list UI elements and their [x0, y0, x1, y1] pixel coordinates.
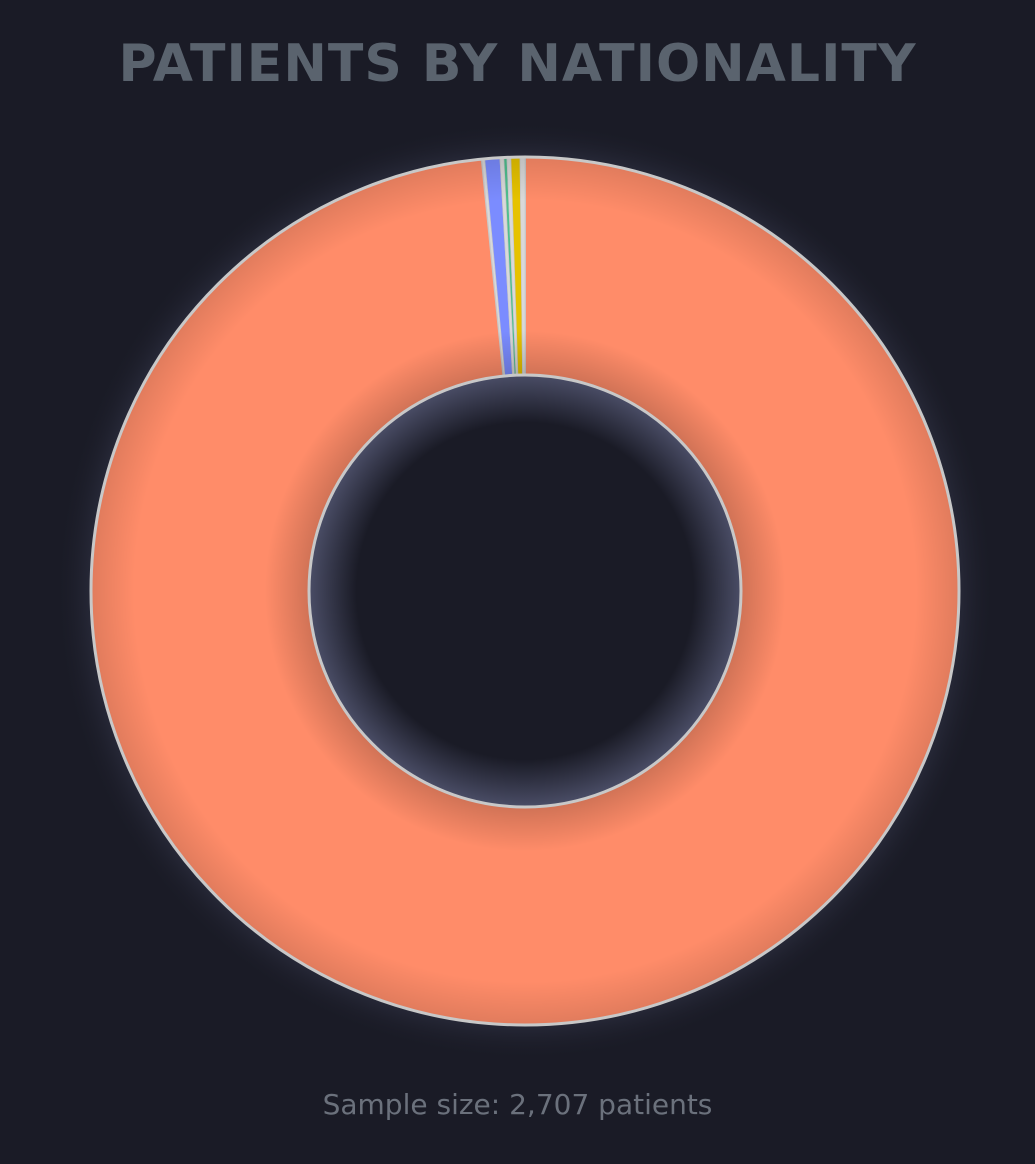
sample-size-note: Sample size: 2,707 patients	[322, 1088, 713, 1121]
donut-hole	[307, 373, 743, 809]
chart-title: PATIENTS BY NATIONALITY	[118, 34, 917, 94]
donut-outer-border	[89, 155, 961, 1027]
ring-shading	[91, 157, 959, 1025]
